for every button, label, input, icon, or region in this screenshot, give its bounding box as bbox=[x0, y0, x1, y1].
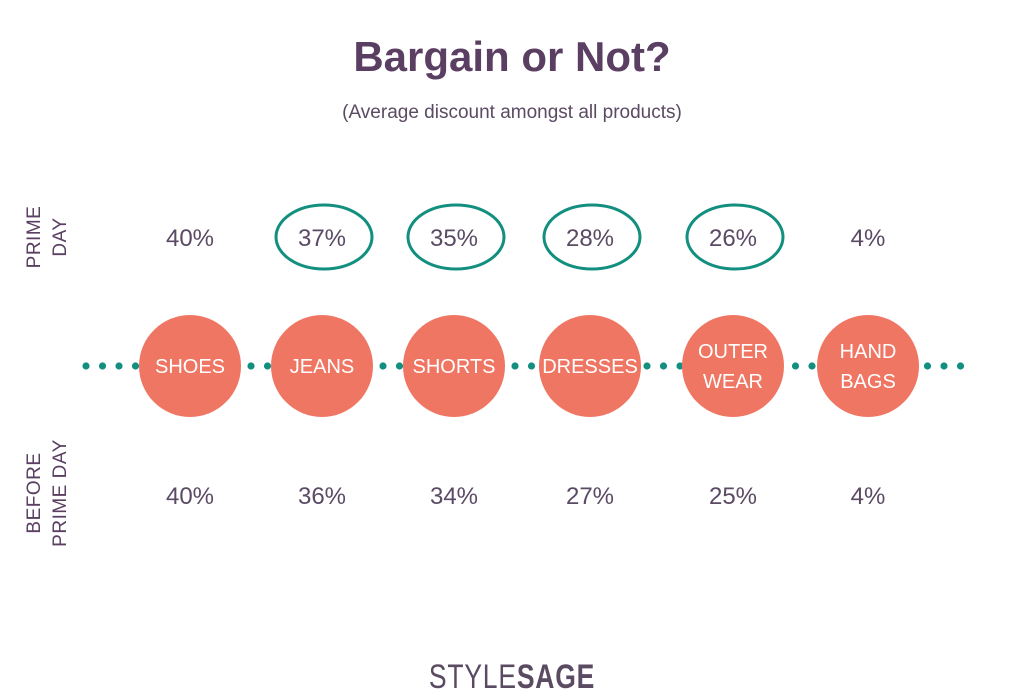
category-circle bbox=[403, 315, 505, 417]
category-circle bbox=[682, 315, 784, 417]
category-label: WEAR bbox=[703, 371, 763, 393]
prime-day-value: 4% bbox=[851, 225, 886, 252]
prime-day-value: 26% bbox=[709, 225, 757, 252]
dotted-line-dot bbox=[379, 362, 387, 370]
dotted-line-dot bbox=[791, 362, 800, 370]
category-label: BAGS bbox=[840, 371, 896, 393]
highlight-ring bbox=[406, 203, 506, 271]
dotted-line-dot bbox=[98, 362, 107, 370]
prime-day-value: 28% bbox=[566, 225, 614, 252]
dotted-line-dot bbox=[643, 362, 651, 370]
highlight-ring bbox=[685, 203, 785, 271]
before-prime-day-value: 40% bbox=[166, 483, 214, 510]
category-circle bbox=[539, 315, 641, 417]
chart-area: SHOES 40% 40% JEANS 37% 36% SHORTS 35% 34% DRESSE… bbox=[82, 203, 965, 510]
highlight-ring bbox=[542, 203, 642, 271]
before-prime-day-value: 25% bbox=[709, 483, 757, 510]
dotted-line-dot bbox=[923, 362, 932, 370]
dotted-line-dot bbox=[940, 362, 948, 370]
category-label: JEANS bbox=[290, 356, 354, 378]
dotted-line-dot bbox=[247, 362, 255, 370]
before-prime-day-value: 4% bbox=[851, 483, 886, 510]
dotted-line-dot bbox=[263, 362, 272, 370]
chart-title: Bargain or Not? bbox=[353, 33, 671, 80]
category-circle bbox=[271, 315, 373, 417]
before-prime-day-value: 27% bbox=[566, 483, 614, 510]
before-prime-day-value: 36% bbox=[298, 483, 346, 510]
category-label: OUTER bbox=[698, 341, 768, 363]
prime-day-value: 40% bbox=[166, 225, 214, 252]
dotted-line-dot bbox=[956, 362, 965, 370]
chart-subtitle: (Average discount amongst all products) bbox=[342, 102, 682, 123]
highlight-ring bbox=[274, 203, 374, 271]
category-label: SHOES bbox=[155, 356, 225, 378]
dotted-line-dot bbox=[659, 362, 668, 370]
prime-day-value: 37% bbox=[298, 225, 346, 252]
dotted-line-dot bbox=[808, 362, 816, 370]
category-label: HAND bbox=[840, 341, 897, 363]
category-circle bbox=[817, 315, 919, 417]
prime-day-value: 35% bbox=[430, 225, 478, 252]
dotted-line-dot bbox=[115, 362, 123, 370]
dotted-line-dot bbox=[395, 362, 404, 370]
before-prime-day-value: 34% bbox=[430, 483, 478, 510]
dotted-line-dot bbox=[131, 362, 140, 370]
dotted-line-dot bbox=[676, 362, 684, 370]
brand-logo: STYLESAGE bbox=[428, 658, 596, 696]
category-label: DRESSES bbox=[542, 356, 638, 378]
category-circle bbox=[139, 315, 241, 417]
category-label: SHORTS bbox=[413, 356, 496, 378]
dotted-line-dot bbox=[82, 362, 90, 370]
dotted-line-dot bbox=[527, 362, 536, 370]
dotted-line-dot bbox=[511, 362, 519, 370]
